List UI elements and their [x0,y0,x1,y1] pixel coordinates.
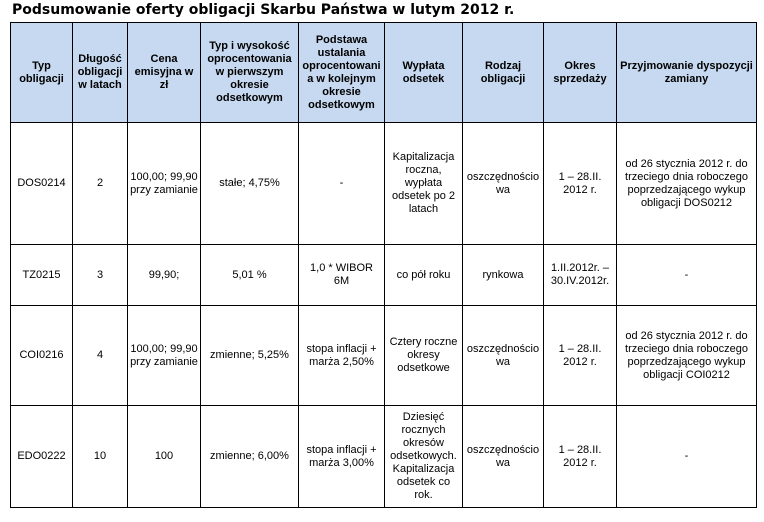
table-cell: - [616,244,757,306]
header-cell: Okres sprzedaży [543,22,617,123]
table-cell: TZ0215 [10,244,73,306]
table-cell: 100 [127,405,201,508]
table-cell: co pół roku [384,244,463,306]
table-cell: stałe; 4,75% [200,122,299,245]
table-cell: 1 – 28.II. 2012 r. [543,305,617,406]
table-cell: oszczędnościowa [462,122,544,245]
table-row: EDO0222 10 100 zmienne; 6,00% stopa inflacji… [10,405,757,508]
table-cell: od 26 stycznia 2012 r. do trzeciego dnia… [616,122,757,245]
table-cell: 3 [72,244,128,306]
table-cell: rynkowa [462,244,544,306]
table-cell: 1 – 28.II. 2012 r. [543,122,617,245]
header-cell: Wypłata odsetek [384,22,463,123]
table-cell: Cztery roczne okresy odsetkowe [384,305,463,406]
table-cell: 10 [72,405,128,508]
table-cell: 1,0 * WIBOR 6M [298,244,385,306]
table-row: TZ0215 3 99,90; 5,01 % 1,0 * WIBOR 6M co pół … [10,244,757,306]
table-cell: oszczędnościowa [462,305,544,406]
bond-table: Typ obligacji Długość obligacji w latach C… [10,22,757,508]
title: Podsumowanie oferty obligacji Skarbu Pań… [12,2,515,18]
table-cell: COI0216 [10,305,73,406]
table-cell: 1 – 28.II. 2012 r. [543,405,617,508]
header-cell: Cena emisyjna w zł [127,22,201,123]
table-cell: zmienne; 6,00% [200,405,299,508]
table-cell: 1.II.2012r. – 30.IV.2012r. [543,244,617,306]
table-cell: stopa inflacji + marża 2,50% [298,305,385,406]
table-cell: 100,00; 99,90 przy zamianie [127,305,201,406]
table-cell: Kapitalizacja roczna, wypłata odsetek po… [384,122,463,245]
table-cell: DOS0214 [10,122,73,245]
table-cell: 4 [72,305,128,406]
table-cell: od 26 stycznia 2012 r. do trzeciego dnia… [616,305,757,406]
table-cell: 100,00; 99,90 przy zamianie [127,122,201,245]
header-cell: Typ i wysokość oprocentowania w pierwszy… [200,22,299,123]
table-cell: 2 [72,122,128,245]
header-cell: Podstawa ustalania oprocentowania w kole… [298,22,385,123]
table-cell: - [616,405,757,508]
header-cell: Typ obligacji [10,22,73,123]
table-cell: 99,90; [127,244,201,306]
header-cell: Długość obligacji w latach [72,22,128,123]
table-row: COI0216 4 100,00; 99,90 przy zamianie zmien… [10,305,757,406]
table-cell: zmienne; 5,25% [200,305,299,406]
table-cell: - [298,122,385,245]
table-cell: EDO0222 [10,405,73,508]
header-cell: Rodzaj obligacji [462,22,544,123]
table-cell: 5,01 % [200,244,299,306]
table-cell: stopa inflacji + marża 3,00% [298,405,385,508]
table-row: DOS0214 2 100,00; 99,90 przy zamianie stałe… [10,122,757,245]
header-cell: Przyjmowanie dyspozycji zamiany [616,22,757,123]
table-cell: Dziesięć rocznych okresów odsetkowych. K… [384,405,463,508]
header-row: Typ obligacji Długość obligacji w latach C… [10,22,757,123]
table-cell: oszczędnościowa [462,405,544,508]
